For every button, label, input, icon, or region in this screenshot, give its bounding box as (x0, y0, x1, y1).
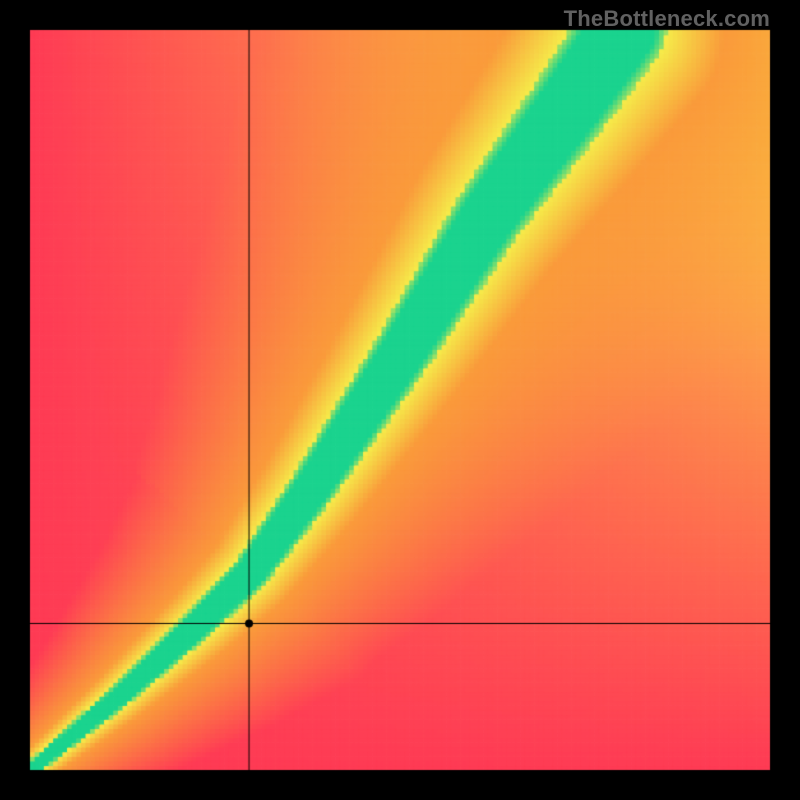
watermark-text: TheBottleneck.com (564, 6, 770, 32)
chart-container: TheBottleneck.com (0, 0, 800, 800)
bottleneck-heatmap (0, 0, 800, 800)
